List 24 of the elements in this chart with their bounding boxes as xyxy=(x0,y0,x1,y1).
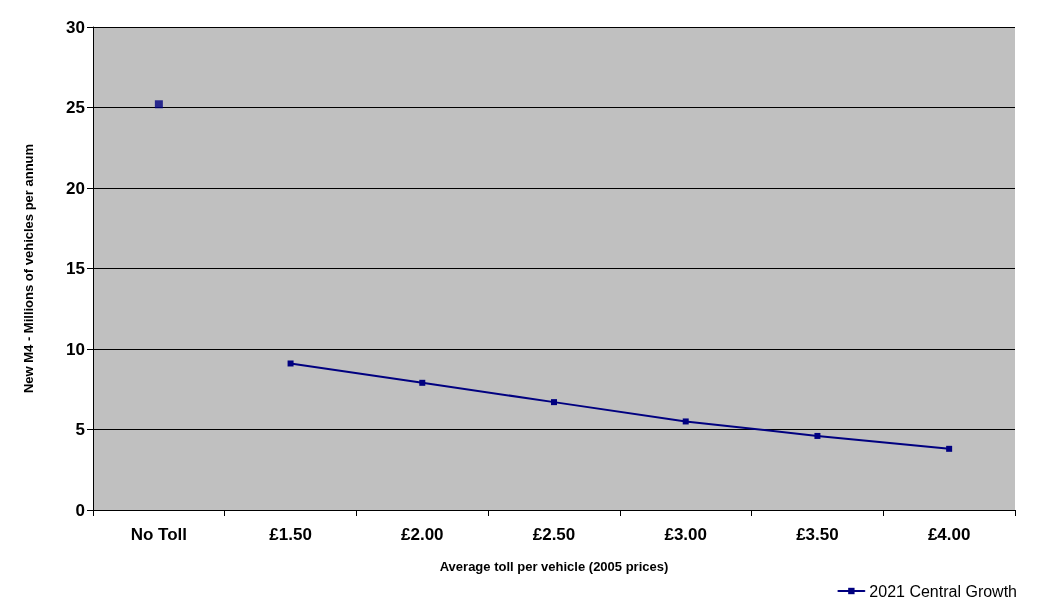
point xyxy=(682,418,689,425)
x-tick-label: £2.50 xyxy=(532,525,576,544)
x-tick-label: £2.00 xyxy=(401,525,444,544)
point xyxy=(154,100,163,109)
y-tick-label: 0 xyxy=(75,500,85,520)
point xyxy=(551,399,557,406)
x-tick-label: £4.00 xyxy=(927,525,971,544)
point xyxy=(946,445,953,452)
x-tick-label: £3.50 xyxy=(796,525,839,544)
x-axis-title: Average toll per vehicle (2005 prices) xyxy=(439,559,669,574)
legend-label: 2021 Central Growth xyxy=(869,582,1018,600)
y-tick-label: 5 xyxy=(75,420,85,439)
point xyxy=(419,379,426,386)
y-tick-label: 25 xyxy=(66,98,85,117)
y-tick-label: 15 xyxy=(66,259,85,278)
x-tick-label: £1.50 xyxy=(269,525,312,544)
x-tick-label: £3.00 xyxy=(664,525,707,544)
point xyxy=(287,360,294,367)
y-tick-label: 10 xyxy=(66,339,85,359)
point xyxy=(814,432,821,439)
y-axis-title: New M4 - Millions of vehicles per annum xyxy=(21,143,36,394)
x-tick-label: No Toll xyxy=(130,525,188,544)
y-tick-label: 20 xyxy=(66,178,85,198)
y-tick-label: 30 xyxy=(66,17,85,37)
